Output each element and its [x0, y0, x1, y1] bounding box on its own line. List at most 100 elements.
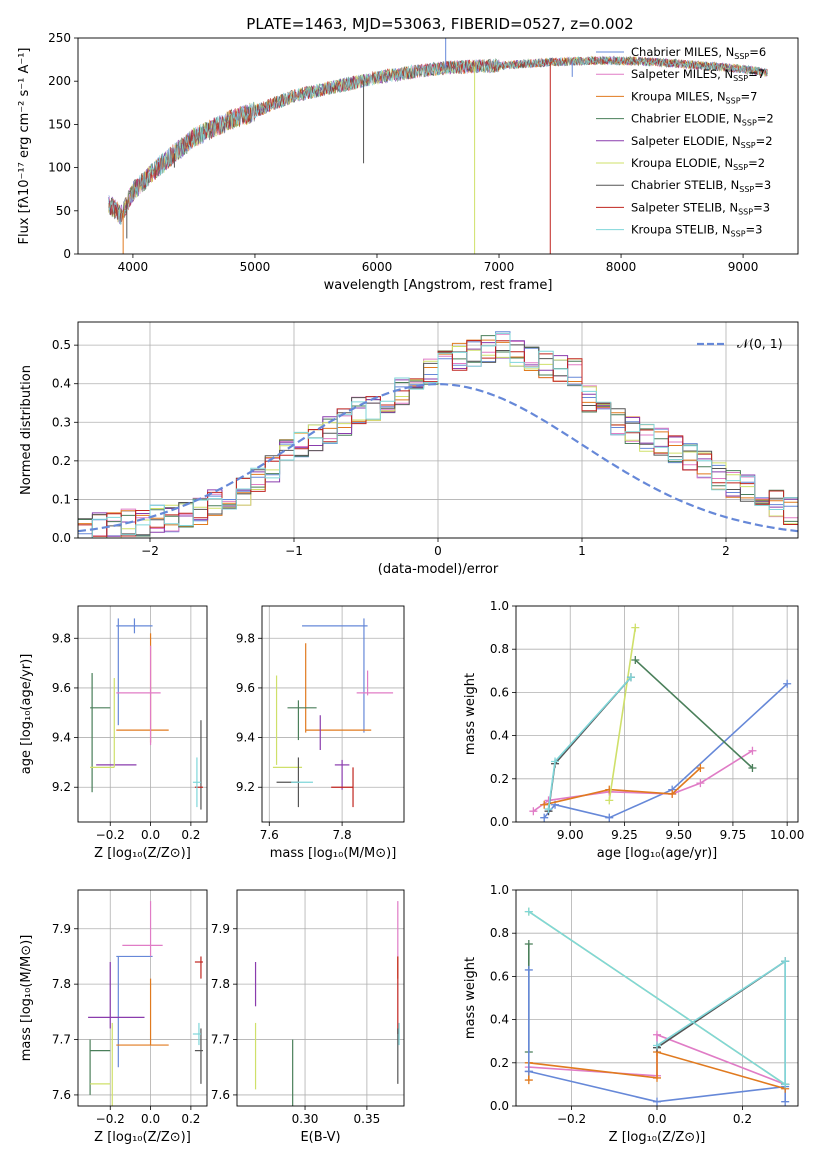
- weight-marker: [605, 785, 614, 794]
- y-tick-label: 0.3: [52, 415, 71, 429]
- legend-entry: Chabrier MILES, NSSP=6: [631, 45, 766, 61]
- legend-count: =3: [754, 178, 771, 192]
- weight-marker: [551, 757, 560, 766]
- legend-count: =2: [756, 134, 773, 148]
- y-tick-label: 0.1: [52, 492, 71, 506]
- histogram-steps: [78, 333, 798, 538]
- x-tick-label: 9000: [728, 260, 759, 274]
- y-tick-label: 50: [56, 204, 71, 218]
- legend-count: =7: [748, 67, 765, 81]
- legend-name: Kroupa STELIB, N: [631, 223, 731, 237]
- histogram-steps: [78, 340, 798, 537]
- axes-frame: [261, 605, 405, 823]
- weight-marker: [631, 656, 640, 664]
- axes-frame: [77, 605, 208, 823]
- weight-marker: [605, 813, 614, 822]
- y-tick-label: 9.8: [52, 631, 71, 645]
- axes-frame: [515, 605, 799, 823]
- x-tick-label: 9.00: [557, 828, 584, 842]
- weight-marker: [748, 764, 757, 772]
- legend-entry: Salpeter STELIB, NSSP=3: [631, 200, 770, 216]
- histogram-steps: [78, 339, 798, 527]
- weight-marker: [540, 813, 549, 822]
- y-tick-label: 7.7: [211, 1033, 230, 1047]
- x-tick-label: 0.30: [292, 1112, 319, 1126]
- x-axis-label: mass [log₁₀(M/M⊙)]: [270, 846, 397, 861]
- mass-vs-ebv-errorbars: [254, 901, 400, 1106]
- x-axis-label: wavelength [Angstrom, rest frame]: [324, 278, 553, 293]
- legend-name: Salpeter STELIB, N: [631, 200, 738, 214]
- y-tick-label: 0.2: [490, 772, 509, 786]
- age-vs-Z-axes: −0.2 0.0 0.2 9.2 9.4 9.6 9.8 Z [log₁₀(Z/Z⊙)] age…: [19, 606, 207, 861]
- y-tick-label: 0.6: [490, 685, 509, 699]
- y-tick-label: 9.2: [52, 780, 71, 794]
- weight-line: [547, 676, 632, 812]
- y-tick-label: 7.9: [211, 922, 230, 936]
- y-tick-label: 0.4: [490, 1013, 509, 1027]
- age-vs-mass-axes: 7.6 7.8 9.2 9.4 9.6 9.8 mass [log₁₀(M/M⊙)]: [236, 606, 404, 861]
- weight-marker: [696, 764, 705, 772]
- y-tick-label: 9.2: [236, 780, 255, 794]
- mass-vs-ebv-axes: 0.30 0.35 7.6 7.7 7.8 7.9 E(B-V): [211, 890, 404, 1145]
- legend-entry: Salpeter ELODIE, NSSP=2: [631, 134, 773, 150]
- mass-vs-Z-errorbars: [88, 901, 203, 1106]
- legend-count: =3: [753, 200, 770, 214]
- weight-marker: [696, 779, 705, 788]
- weight-marker: [781, 1080, 790, 1089]
- y-tick-label: 7.6: [52, 1088, 71, 1102]
- legend-name: Salpeter MILES, N: [631, 67, 733, 81]
- y-axis-label: Normed distribution: [19, 365, 34, 495]
- legend-entry: Chabrier ELODIE, NSSP=2: [631, 112, 774, 128]
- weight-marker: [524, 1076, 533, 1085]
- histogram-steps: [78, 332, 798, 538]
- y-tick-label: 0.8: [490, 642, 509, 656]
- legend-subscript: SSP: [738, 207, 753, 216]
- y-tick-label: 1.0: [490, 883, 509, 897]
- x-tick-label: 6000: [362, 260, 393, 274]
- weight-marker: [524, 965, 533, 974]
- spectrum-kroupa-stelib: [108, 55, 768, 225]
- y-tick-label: 9.4: [236, 731, 255, 745]
- y-axis-label: mass [log₁₀(M/M⊙)]: [19, 935, 34, 1062]
- weight-line: [528, 1070, 786, 1103]
- x-tick-label: 0.0: [141, 1112, 160, 1126]
- weight-marker: [781, 957, 790, 966]
- legend-subscript: SSP: [739, 185, 754, 194]
- weight-vs-Z-lines: [524, 907, 790, 1106]
- x-axis-label: age [log₁₀(age/yr)]: [597, 846, 718, 861]
- weight-marker: [653, 1097, 661, 1106]
- legend-subscript: SSP: [733, 163, 748, 172]
- x-tick-label: 2: [722, 544, 730, 558]
- spectrum-axes: 4000 5000 6000 7000 8000 9000 0 50 100 150 200 250 w…: [17, 31, 758, 293]
- y-tick-label: 0.2: [52, 454, 71, 468]
- legend-entry: Chabrier STELIB, NSSP=3: [631, 178, 771, 194]
- y-tick-label: 7.9: [52, 922, 71, 936]
- y-tick-label: 100: [48, 161, 71, 175]
- legend-entry: Salpeter MILES, NSSP=7: [631, 67, 765, 83]
- legend-subscript: SSP: [731, 230, 746, 239]
- mass-vs-Z-axes: −0.2 0.0 0.2 7.6 7.7 7.8 7.9 Z [log₁₀(Z/Z⊙)] mas…: [19, 890, 207, 1145]
- legend-count: =6: [749, 45, 766, 59]
- weight-marker: [653, 1041, 661, 1050]
- legend-name: Kroupa ELODIE, N: [631, 156, 733, 170]
- y-tick-label: 200: [48, 74, 71, 88]
- y-tick-label: 150: [48, 117, 71, 131]
- weight-marker: [605, 796, 614, 805]
- legend-count: =3: [746, 223, 763, 237]
- weight-marker: [544, 805, 553, 814]
- y-tick-label: 7.8: [211, 977, 230, 991]
- y-tick-label: 9.6: [236, 681, 255, 695]
- gaussian-curve: [78, 382, 798, 533]
- weight-line: [528, 910, 786, 1086]
- legend-name: Salpeter ELODIE, N: [631, 134, 741, 148]
- x-axis-label: Z [log₁₀(Z/Z⊙)]: [94, 1130, 191, 1145]
- x-axis-label: Z [log₁₀(Z/Z⊙)]: [94, 846, 191, 861]
- y-axis-label: Flux [fλ10⁻¹⁷ erg cm⁻² s⁻¹ A⁻¹]: [17, 48, 32, 245]
- age-vs-mass-errorbars: [272, 618, 394, 808]
- x-tick-label: 8000: [606, 260, 637, 274]
- weight-marker: [653, 1030, 661, 1039]
- weight-marker: [529, 807, 538, 816]
- x-axis-label: E(B-V): [300, 1130, 340, 1145]
- x-tick-label: 0.2: [181, 828, 200, 842]
